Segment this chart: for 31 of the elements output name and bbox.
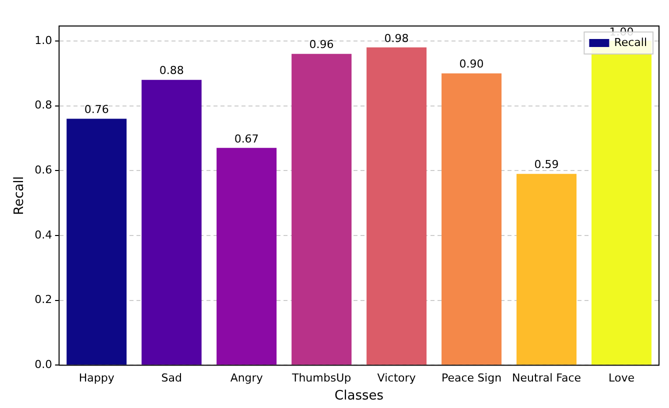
x-tick-label: Sad	[161, 372, 182, 385]
x-tick-label: Neutral Face	[512, 372, 582, 385]
x-tick-label: ThumbsUp	[290, 372, 352, 385]
bar	[292, 54, 352, 365]
x-tick-label: Happy	[78, 372, 115, 385]
x-axis-title: Classes	[334, 388, 384, 404]
bar	[442, 73, 502, 365]
y-tick-label: 0.4	[34, 228, 52, 242]
y-tick-label: 0.8	[34, 98, 52, 112]
bar	[366, 47, 427, 365]
x-tick-label: Victory	[377, 372, 416, 385]
bar	[142, 80, 202, 365]
bar	[66, 118, 127, 365]
x-tick-label: Love	[608, 372, 635, 385]
y-tick-label: 0.6	[34, 163, 52, 176]
y-axis-title: Recall	[12, 176, 28, 215]
data-label: 0.96	[309, 38, 334, 52]
data-label: 0.90	[459, 58, 484, 71]
y-tick-label: 0.2	[34, 293, 52, 306]
y-tick-label: 0.0	[34, 358, 52, 372]
x-tick-label: Peace Sign	[442, 372, 502, 385]
bar	[516, 174, 577, 365]
data-label: 0.67	[234, 132, 259, 146]
x-tick-label: Angry	[230, 372, 264, 385]
bar	[216, 148, 277, 365]
legend-label: Recall	[614, 36, 648, 49]
data-label: 0.76	[84, 103, 109, 116]
data-label: 0.88	[159, 64, 184, 78]
y-tick-label: 1.0	[34, 34, 52, 47]
data-label: 0.98	[384, 32, 409, 45]
data-label: 0.59	[534, 158, 559, 172]
